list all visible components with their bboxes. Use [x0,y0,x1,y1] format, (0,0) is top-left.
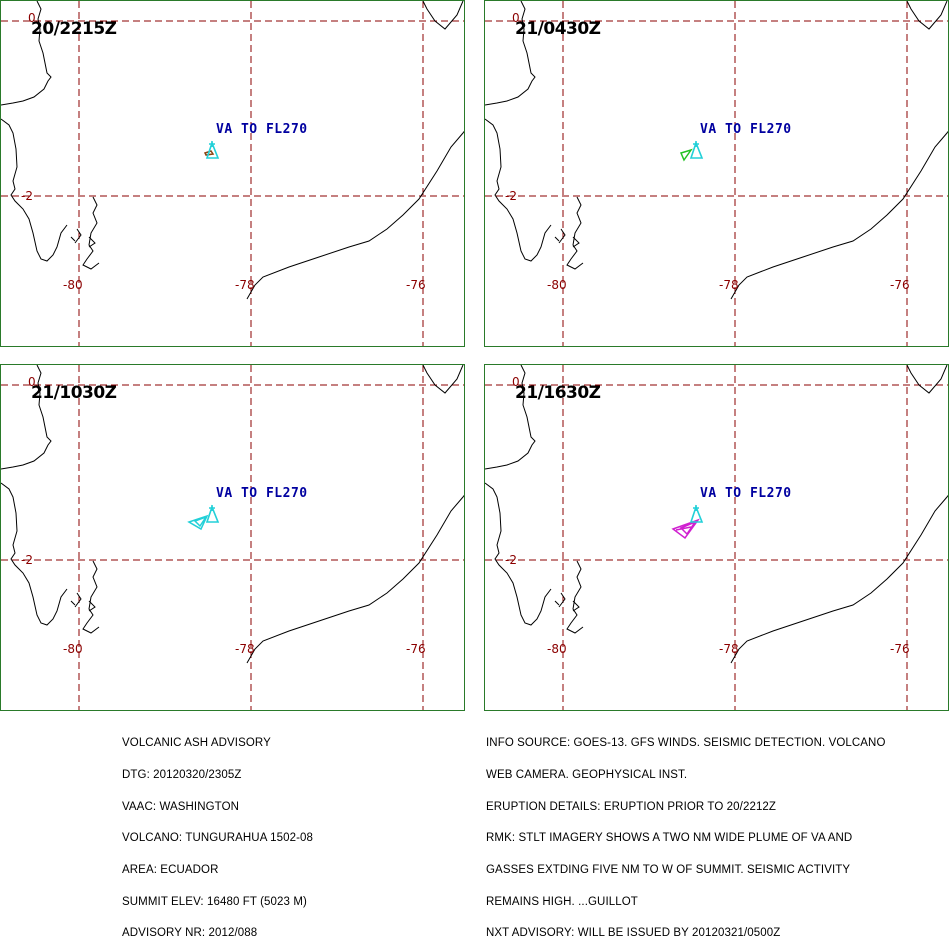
map-panel-2: 21/0430Z VA TO FL270 0 -2 -80 -78 -76 [484,0,949,347]
volcano-triangle [689,140,704,159]
coastline [1,1,464,300]
border-line-east [246,130,464,300]
advisory-line: NXT ADVISORY: WILL BE ISSUED BY 20120321… [486,927,781,940]
map-panel-1: 20/2215Z VA TO FL270 0 -2 -80 -78 -76 [0,0,465,347]
coastline-west [1,365,68,626]
lat-label-2s: -2 [21,189,33,203]
lon-label-80w: -80 [63,278,83,292]
coastline-west [485,1,552,262]
lon-label-76w: -76 [890,278,910,292]
coastline-gulf [554,196,584,270]
advisory-line: SUMMIT ELEV: 16480 FT (5023 M) [122,895,307,908]
panel-timestamp: 20/2215Z [31,19,117,39]
volcano-marker-icon [689,140,704,159]
volcano-triangle [689,504,704,523]
panel-timestamp: 21/1030Z [31,383,117,403]
lon-label-78w: -78 [235,642,255,656]
map-svg-4 [485,365,948,710]
coastline [1,365,464,664]
map-svg-1 [1,1,464,346]
coastline-west [485,365,552,626]
lat-label-0: 0 [512,375,520,389]
volcano-marker-icon [205,140,220,159]
map-svg-2 [485,1,948,346]
lon-label-80w: -80 [547,642,567,656]
lon-label-76w: -76 [406,278,426,292]
map-svg-3 [1,365,464,710]
border-line-east [246,494,464,664]
advisory-line: GASSES EXTDING FIVE NM TO W OF SUMMIT. S… [486,863,851,876]
advisory-line: REMAINS HIGH. ...GUILLOT [486,895,638,908]
coastline [485,1,948,300]
ash-level-label: VA TO FL270 [700,122,792,137]
map-panel-4: 21/1630Z VA TO FL270 0 -2 -80 -78 -76 [484,364,949,711]
grid-lines [485,1,948,346]
ash-level-label: VA TO FL270 [216,486,308,501]
grid-lines [1,365,464,710]
volcano-marker-icon [205,504,220,523]
advisory-line: VOLCANIC ASH ADVISORY [122,737,271,750]
lat-label-2s: -2 [505,553,517,567]
grid-lines [1,1,464,346]
grid-lines [485,365,948,710]
lon-label-78w: -78 [719,642,739,656]
coastline-west [1,1,68,262]
advisory-right-block: INFO SOURCE: GOES-13. GFS WINDS. SEISMIC… [486,717,886,949]
lat-label-0: 0 [28,375,36,389]
lat-label-2s: -2 [21,553,33,567]
ash-plume-polygon [679,148,693,162]
volcano-triangle [205,504,220,523]
coastline-gulf [70,196,100,270]
advisory-line: ERUPTION DETAILS: ERUPTION PRIOR TO 20/2… [486,800,777,813]
ash-level-label: VA TO FL270 [216,122,308,137]
lat-label-0: 0 [512,11,520,25]
ash-level-label: VA TO FL270 [700,486,792,501]
volcano-cross [209,505,215,511]
coastline-northeast [906,1,948,30]
advisory-line: ADVISORY NR: 2012/088 [122,927,258,940]
lon-label-76w: -76 [406,642,426,656]
coastline-northeast [906,365,948,394]
lat-label-0: 0 [28,11,36,25]
panel-timestamp: 21/1630Z [515,383,601,403]
border-line-east [730,130,948,300]
volcano-triangle [205,140,220,159]
advisory-line: WEB CAMERA. GEOPHYSICAL INST. [486,768,688,781]
volcano-cross [693,141,699,147]
volcano-cross [693,505,699,511]
border-line-east [730,494,948,664]
coastline-gulf [554,560,584,634]
lon-label-78w: -78 [235,278,255,292]
advisory-line: DTG: 20120320/2305Z [122,768,242,781]
volcano-marker-icon [689,504,704,523]
coastline-northeast [422,365,464,394]
lon-label-80w: -80 [547,278,567,292]
panel-timestamp: 21/0430Z [515,19,601,39]
lon-label-76w: -76 [890,642,910,656]
advisory-line: INFO SOURCE: GOES-13. GFS WINDS. SEISMIC… [486,737,886,750]
coastline [485,365,948,664]
ash-plume-polygon [671,518,701,540]
coastline-gulf [70,560,100,634]
volcano-cross [209,141,215,147]
ash-plume-polygon [187,514,209,531]
map-panel-3: 21/1030Z VA TO FL270 0 -2 -80 -78 -76 [0,364,465,711]
advisory-line: AREA: ECUADOR [122,863,219,876]
lat-label-2s: -2 [505,189,517,203]
advisory-line: VOLCANO: TUNGURAHUA 1502-08 [122,832,314,845]
advisory-left-block: VOLCANIC ASH ADVISORY DTG: 20120320/2305… [122,717,313,949]
lon-label-78w: -78 [719,278,739,292]
advisory-line: VAAC: WASHINGTON [122,800,240,813]
lon-label-80w: -80 [63,642,83,656]
advisory-line: RMK: STLT IMAGERY SHOWS A TWO NM WIDE PL… [486,832,853,845]
coastline-northeast [422,1,464,30]
